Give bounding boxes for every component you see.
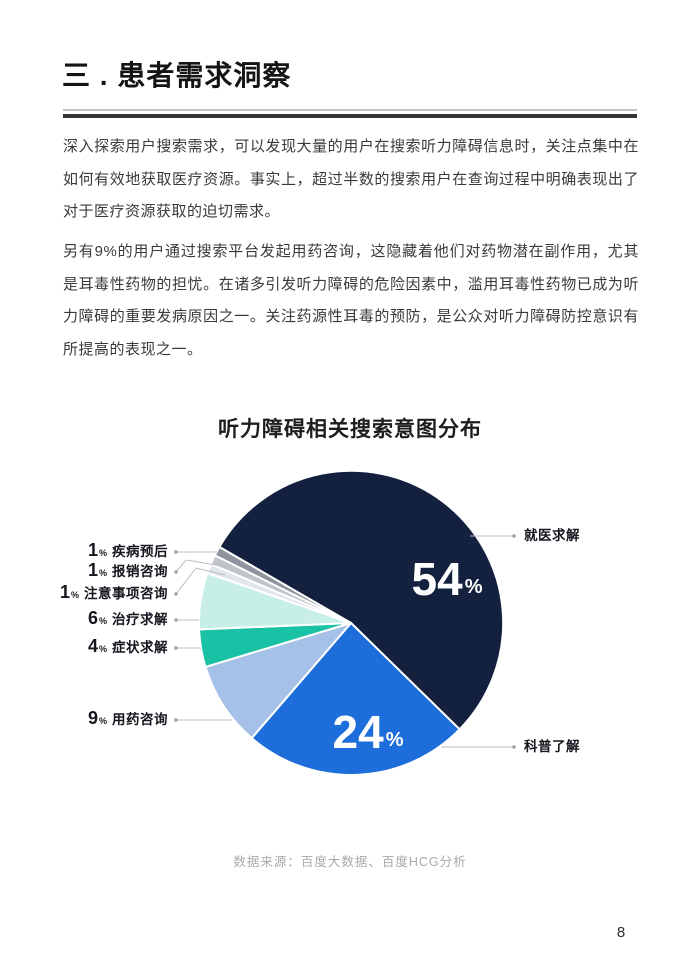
- pie-label-用药咨询: 9% 用药咨询: [88, 708, 168, 730]
- leader-line-注意事项咨询: [175, 567, 226, 595]
- leader-dot: [512, 745, 516, 749]
- pie-slice-疾病预后: [213, 546, 352, 624]
- pie-value-科普了解: 24%: [333, 706, 404, 758]
- pie-label-value: 9: [87, 708, 98, 728]
- pie-value-就医求解: 54%: [412, 553, 483, 605]
- pie-label-value: 1: [87, 560, 98, 580]
- pie-slice-科普了解: [250, 622, 461, 776]
- leader-dot: [512, 534, 516, 538]
- pie-label-name: 科普了解: [524, 739, 580, 754]
- percent-sign: %: [98, 716, 107, 726]
- pie-label-name: 治疗求解: [112, 612, 168, 627]
- leader-line-报销咨询: [175, 559, 229, 573]
- title-divider-light: [63, 109, 637, 111]
- pie-chart-section: 听力障碍相关搜索意图分布 54% 24% 就医求解科普了解 9% 用药咨询 4% 症状求解…: [0, 400, 700, 880]
- percent-sign: %: [98, 548, 107, 558]
- pie-slice-就医求解: [218, 469, 505, 731]
- leader-dot: [174, 570, 178, 574]
- leader-dot: [174, 592, 178, 596]
- leader-dot: [174, 618, 178, 622]
- pie-label-value: 1: [59, 582, 70, 602]
- paragraph-2: 另有9%的用户通过搜索平台发起用药咨询，这隐藏着他们对药物潜在副作用，尤其是耳毒…: [63, 243, 639, 358]
- pie-label-value: 4: [87, 636, 98, 656]
- title-divider-dark: [63, 114, 637, 118]
- page-number: 8: [616, 924, 626, 941]
- page-title: 三 . 患者需求洞察: [62, 60, 292, 91]
- pie-label-name: 用药咨询: [112, 712, 168, 727]
- pie-label-name: 就医求解: [524, 528, 580, 543]
- pie-label-科普了解: 科普了解: [524, 735, 580, 757]
- percent-sign: %: [98, 644, 107, 654]
- pie-chart: 54 % 24%: [174, 469, 516, 776]
- pie-slice-用药咨询: [204, 622, 352, 740]
- pie-label-name: 注意事项咨询: [84, 586, 168, 601]
- pie-label-name: 报销咨询: [112, 564, 168, 579]
- percent-sign: %: [98, 568, 107, 578]
- pie-label-治疗求解: 6% 治疗求解: [88, 608, 168, 630]
- leader-dot: [174, 718, 178, 722]
- paragraph-1: 深入探索用户搜索需求，可以发现大量的用户在搜索听力障碍信息时，关注点集中在如何有…: [63, 138, 639, 220]
- data-source-note: 数据来源：百度大数据、百度HCG分析: [233, 855, 467, 869]
- pie-label-症状求解: 4% 症状求解: [88, 636, 168, 658]
- pie-label-value: 6: [87, 608, 98, 628]
- percent-sign: %: [98, 616, 107, 626]
- pie-label-报销咨询: 1% 报销咨询: [88, 560, 168, 582]
- pie-label-name: 症状求解: [112, 640, 168, 655]
- leader-dot: [174, 550, 178, 554]
- pie-label-注意事项咨询: 1% 注意事项咨询: [60, 582, 168, 604]
- chart-title: 听力障碍相关搜索意图分布: [218, 418, 482, 441]
- percent-sign: %: [70, 590, 79, 600]
- pie-label-就医求解: 就医求解: [524, 524, 580, 546]
- pie-label-name: 疾病预后: [112, 544, 168, 559]
- pie-label-value: 1: [87, 540, 98, 560]
- pie-label-疾病预后: 1% 疾病预后: [88, 540, 168, 562]
- leader-dot: [174, 646, 178, 650]
